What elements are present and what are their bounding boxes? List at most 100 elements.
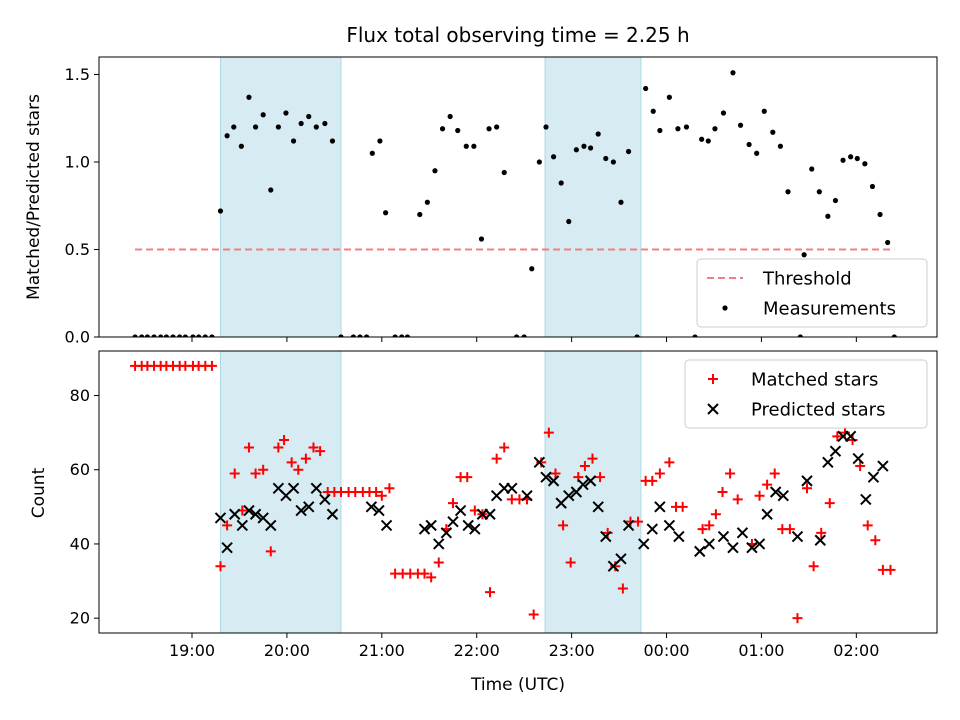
top-series-0-point-1: [139, 334, 145, 337]
bottom-series-1-point-11: [295, 504, 307, 517]
top-series-0-point-23: [290, 138, 297, 144]
top-series-0-point-32: [364, 334, 370, 337]
top-series-0-point-54: [536, 159, 542, 165]
top-series-0-point-27: [322, 120, 328, 127]
bottom-series-1-point-52: [703, 538, 715, 550]
top-series-0-point-21: [275, 124, 281, 130]
bottom-series-1-point-20: [425, 519, 437, 532]
bottom-series-0-point-26: [308, 442, 319, 453]
bottom-series-1-point-40: [584, 475, 597, 487]
top-series-0-point-45: [463, 143, 469, 149]
bottom-series-0-point-82: [725, 468, 736, 479]
bottom-series-1-point-34: [540, 471, 552, 483]
bottom-series-0-point-14: [222, 520, 233, 531]
top-series-0-point-42: [439, 126, 446, 132]
top-series-0-point-92: [832, 197, 839, 204]
bottom-series-0-point-18: [250, 468, 261, 479]
bottom-series-0-point-91: [801, 483, 812, 494]
top-legend-label-0: Threshold: [762, 269, 852, 290]
bottom-series-0-point-74: [654, 468, 665, 479]
top-series-0-point-78: [720, 110, 727, 116]
bottom-series-0-point-27: [315, 446, 326, 457]
bottom-series-0-point-12: [206, 360, 217, 371]
top-y-tick-label-3: 1.5: [65, 65, 90, 84]
top-series-0-point-52: [521, 334, 527, 337]
bottom-series-0-point-24: [293, 464, 304, 475]
bottom-series-0-point-102: [885, 564, 896, 575]
top-series-0-point-61: [588, 145, 594, 151]
bottom-series-0-point-52: [491, 453, 502, 464]
bottom-series-1-point-31: [506, 482, 518, 494]
bottom-series-1-point-17: [373, 504, 385, 517]
bottom-series-0-point-98: [855, 461, 866, 472]
bottom-series-1-point-71: [877, 460, 889, 472]
top-series-0-point-50: [501, 169, 507, 176]
bottom-series-0-point-21: [273, 442, 284, 453]
top-series-0-point-83: [761, 108, 767, 114]
top-series-0-point-29: [338, 334, 344, 337]
bottom-series-1-point-32: [521, 490, 533, 502]
bottom-series-1-point-47: [646, 523, 658, 535]
top-series-0-point-13: [217, 208, 224, 214]
bottom-series-0-point-85: [754, 490, 765, 501]
top-shaded-interval-1: [544, 57, 642, 337]
top-series-0-point-79: [730, 70, 736, 76]
top-series-0-point-96: [862, 161, 868, 167]
bottom-series-1-point-62: [801, 475, 813, 487]
bottom-series-1-point-21: [433, 538, 445, 550]
top-series-0-point-87: [797, 334, 803, 337]
top-series-0-point-100: [891, 334, 897, 337]
bottom-series-1-point-33: [533, 456, 546, 469]
bottom-series-1-point-10: [287, 482, 300, 494]
bottom-series-0-point-66: [595, 472, 606, 483]
bottom-series-0-point-35: [371, 487, 382, 497]
bottom-series-1-point-45: [622, 519, 635, 532]
bottom-series-1-point-68: [852, 452, 864, 465]
bottom-series-0-point-43: [426, 572, 437, 583]
top-series-0-point-28: [329, 138, 336, 144]
bottom-series-0-point-95: [832, 431, 843, 442]
bottom-series-0-point-57: [528, 609, 539, 620]
top-y-tick-label-1: 0.5: [65, 240, 90, 259]
top-legend: Threshold Measurements: [696, 258, 928, 328]
top-series-0-point-41: [432, 168, 438, 174]
bottom-series-0-point-59: [543, 427, 554, 438]
bottom-series-0-point-17: [243, 442, 254, 453]
bottom-series-0-point-86: [762, 479, 773, 490]
bottom-series-1-point-7: [265, 519, 277, 532]
top-series-0-point-43: [447, 113, 453, 120]
top-series-0-point-35: [383, 210, 389, 216]
bottom-series-1-point-67: [844, 430, 857, 443]
bottom-series-1-point-35: [547, 475, 560, 487]
top-series-0-point-7: [177, 334, 183, 337]
bottom-series-1-point-4: [243, 504, 255, 517]
bottom-series-1-point-22: [440, 527, 453, 539]
top-series-0-point-69: [650, 108, 656, 114]
top-legend-label-1: Measurements: [763, 299, 896, 320]
bottom-series-0-point-78: [697, 524, 708, 535]
top-series-0-point-2: [144, 334, 151, 337]
top-panel-ratio: 0.0 0.5 1.0 1.5 Threshold Measurements: [65, 56, 938, 347]
bottom-series-1-point-3: [236, 519, 249, 532]
top-series-0-point-88: [801, 252, 807, 258]
bottom-series-0-point-87: [769, 468, 780, 479]
top-series-0-point-71: [666, 94, 672, 100]
top-series-0-point-40: [424, 199, 430, 205]
bottom-series-1-point-46: [638, 538, 650, 550]
x-tick-label-3: 22:00: [454, 641, 500, 660]
top-series-0-point-97: [869, 183, 876, 190]
bottom-series-1-point-23: [447, 515, 459, 528]
bottom-series-1-point-37: [563, 490, 575, 502]
top-shaded-interval-0: [219, 57, 342, 337]
top-series-0-point-39: [417, 211, 423, 218]
top-series-0-point-81: [746, 141, 752, 148]
bottom-series-1-point-12: [303, 501, 315, 513]
top-series-0-point-72: [675, 126, 681, 132]
bottom-series-0-point-19: [258, 464, 269, 475]
top-series-0-point-82: [754, 150, 760, 156]
bottom-legend-handle-0: [708, 374, 718, 384]
top-y-tick-label-0: 0.0: [65, 328, 90, 347]
top-series-0-point-51: [513, 334, 520, 337]
chart-title: Flux total observing time = 2.25 h: [346, 23, 689, 47]
bottom-series-0: [130, 360, 896, 624]
